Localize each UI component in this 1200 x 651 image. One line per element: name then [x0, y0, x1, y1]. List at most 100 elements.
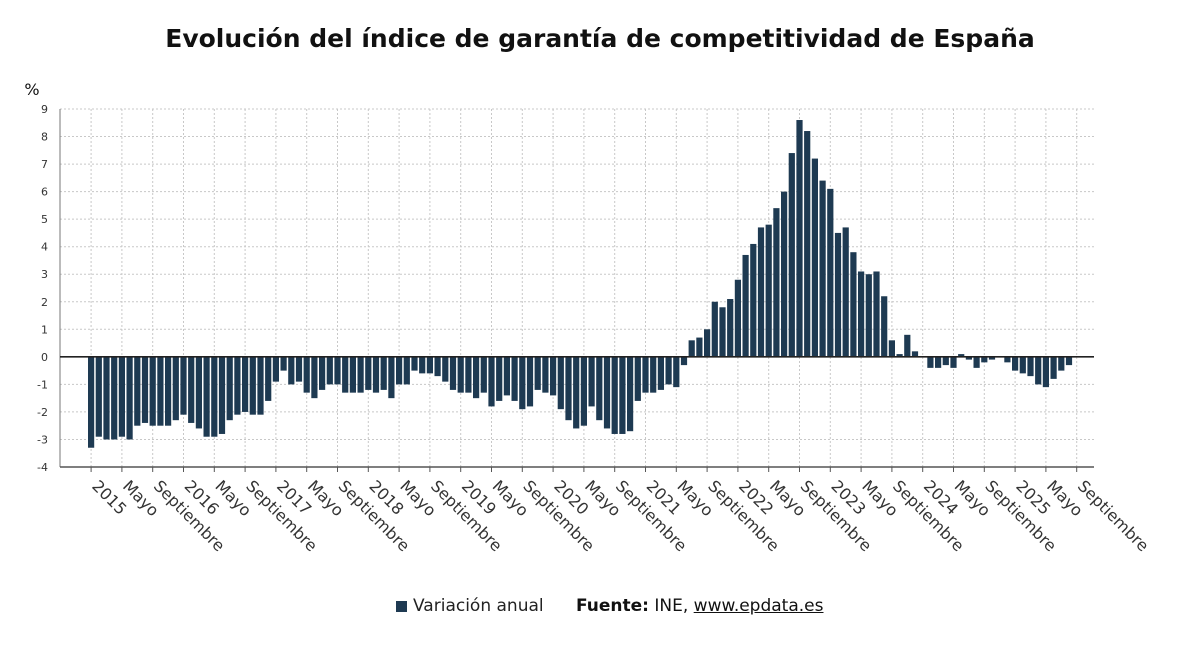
bar: [696, 337, 703, 357]
bar: [804, 131, 811, 357]
bar: [896, 354, 903, 357]
bar: [342, 356, 349, 393]
bar: [827, 188, 834, 357]
bar: [680, 356, 688, 366]
bar: [134, 356, 141, 426]
bar: [650, 356, 657, 393]
bar: [357, 356, 364, 393]
bar: [881, 296, 888, 357]
bar: [503, 356, 510, 396]
source-label: Fuente:: [576, 596, 649, 616]
bar: [380, 356, 387, 390]
bar: [265, 356, 272, 401]
bar: [180, 356, 187, 415]
bar: [834, 232, 842, 357]
y-tick-label: -3: [37, 433, 48, 446]
y-tick-label: 0: [41, 351, 48, 364]
bar: [858, 271, 865, 357]
bar: [288, 356, 295, 385]
bar: [965, 356, 972, 360]
bar: [911, 351, 919, 357]
source-text: INE,: [654, 596, 689, 616]
bar: [411, 356, 418, 371]
bar: [1027, 356, 1034, 377]
bar: [326, 356, 333, 385]
bar: [588, 356, 595, 407]
bar: [788, 153, 795, 357]
bar: [195, 356, 202, 429]
bar: [873, 271, 880, 357]
bar: [280, 356, 287, 371]
bar: [942, 356, 949, 366]
bar: [526, 356, 534, 407]
bar: [981, 356, 988, 363]
bar: [95, 356, 102, 437]
bar: [973, 356, 980, 368]
bar: [442, 356, 449, 382]
bar: [627, 356, 634, 432]
bar: [742, 254, 749, 357]
bar: [796, 120, 803, 357]
bar: [334, 356, 341, 385]
bar: [303, 356, 310, 393]
bar: [688, 340, 695, 357]
x-tick-label: Septiembre: [1074, 476, 1153, 555]
bar: [557, 356, 564, 410]
bar: [419, 356, 426, 374]
y-tick-label: 3: [41, 268, 48, 281]
bar: [1058, 356, 1065, 371]
bar: [927, 356, 934, 368]
bar: [203, 356, 210, 437]
bar: [950, 356, 957, 368]
bar: [141, 356, 149, 423]
bar: [257, 356, 264, 415]
bar: [988, 356, 996, 360]
bar: [372, 356, 380, 393]
bar: [403, 356, 410, 385]
bar: [1012, 356, 1019, 371]
y-tick-label: -1: [37, 378, 48, 391]
y-tick-label: -4: [37, 461, 48, 474]
bar: [734, 279, 741, 357]
bar: [673, 356, 680, 388]
source-link[interactable]: www.epdata.es: [693, 596, 824, 616]
y-tick-label: 5: [41, 213, 48, 226]
bar: [434, 356, 441, 377]
bar: [958, 354, 965, 357]
bar: [249, 356, 256, 415]
chart-title: Evolución del índice de garantía de comp…: [165, 24, 1035, 53]
bar: [781, 191, 788, 357]
y-tick-label: 4: [41, 241, 48, 254]
bar: [596, 356, 603, 421]
bar: [811, 158, 818, 357]
bar: [757, 227, 765, 357]
bar: [272, 356, 279, 382]
legend-swatch: [396, 601, 407, 612]
bar: [457, 356, 464, 393]
y-tick-label: 9: [41, 103, 48, 116]
y-tick-label: -2: [37, 406, 48, 419]
bar: [349, 356, 356, 393]
bar: [773, 208, 780, 357]
bar: [819, 180, 826, 357]
legend: Variación anual: [396, 596, 544, 616]
bar: [634, 356, 641, 401]
bar: [396, 356, 403, 385]
bar: [611, 356, 618, 434]
y-axis-label: %: [24, 80, 39, 99]
bar: [842, 227, 849, 357]
bar: [1065, 356, 1073, 366]
y-tick-label: 6: [41, 186, 48, 199]
bar: [1019, 356, 1026, 374]
bar: [188, 356, 195, 423]
bar: [242, 356, 249, 412]
bar: [88, 356, 95, 448]
bar: [534, 356, 541, 390]
x-tick-label: 2015: [88, 476, 130, 518]
bar: [1050, 356, 1057, 379]
bar: [488, 356, 495, 407]
bar: [542, 356, 549, 393]
bar: [657, 356, 664, 390]
bar: [550, 356, 557, 396]
y-tick-label: 8: [41, 131, 48, 144]
